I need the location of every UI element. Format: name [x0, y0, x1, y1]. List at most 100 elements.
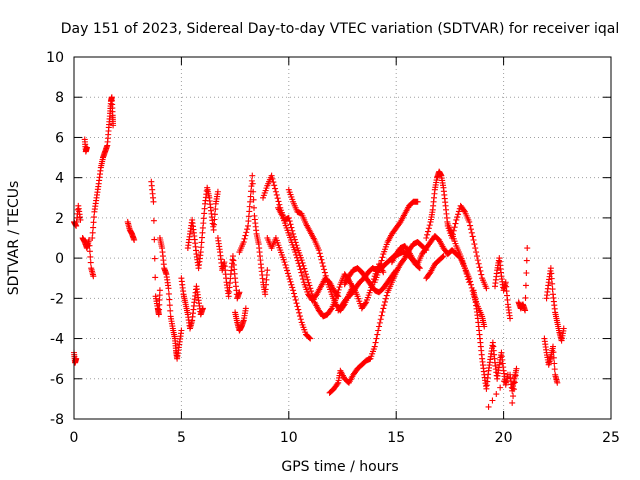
- data-point: [481, 323, 488, 330]
- data-point: [470, 237, 477, 244]
- data-point: [477, 267, 484, 274]
- data-point: [167, 307, 174, 314]
- data-point: [461, 207, 468, 214]
- y-tick-label: 2: [55, 211, 64, 227]
- data-point: [455, 208, 462, 215]
- data-point: [304, 276, 311, 283]
- data-point: [244, 226, 251, 233]
- data-point: [242, 305, 249, 312]
- data-point: [416, 265, 423, 272]
- data-point: [483, 285, 490, 292]
- data-point: [376, 263, 383, 270]
- data-point: [424, 231, 431, 238]
- data-point: [550, 343, 557, 350]
- data-point: [392, 268, 399, 275]
- data-point: [307, 285, 314, 292]
- data-point: [362, 300, 369, 307]
- data-point: [379, 309, 386, 316]
- data-point: [90, 214, 97, 221]
- data-point: [152, 274, 159, 281]
- data-point: [377, 316, 384, 323]
- x-axis-label: GPS time / hours: [281, 459, 398, 475]
- data-point: [475, 260, 482, 267]
- data-point: [166, 302, 173, 309]
- data-point: [308, 288, 315, 295]
- data-point: [327, 306, 334, 313]
- data-point: [549, 280, 556, 287]
- data-point: [302, 271, 309, 278]
- data-point: [307, 335, 314, 342]
- data-point: [548, 275, 555, 282]
- data-point: [299, 276, 306, 283]
- data-point: [510, 393, 517, 400]
- data-point: [376, 323, 383, 330]
- data-point: [240, 239, 247, 246]
- data-point: [378, 312, 385, 319]
- data-point: [268, 172, 275, 179]
- data-point: [292, 249, 299, 256]
- data-point: [281, 259, 288, 266]
- data-point: [426, 222, 433, 229]
- data-point: [489, 397, 496, 404]
- data-point: [296, 263, 303, 270]
- y-tick-label: -4: [50, 332, 64, 348]
- data-point: [415, 264, 422, 271]
- data-point: [241, 235, 248, 242]
- data-point: [211, 216, 218, 223]
- data-point: [90, 219, 97, 226]
- data-point: [273, 191, 280, 198]
- data-point: [275, 198, 282, 205]
- data-point: [284, 270, 291, 277]
- data-point: [439, 253, 446, 260]
- data-point: [298, 269, 305, 276]
- data-point: [374, 331, 381, 338]
- data-point: [270, 179, 277, 186]
- data-point: [90, 273, 97, 280]
- data-point: [290, 233, 297, 240]
- data-point: [335, 293, 342, 300]
- data-point: [551, 366, 558, 373]
- data-point: [554, 379, 561, 386]
- data-point: [375, 327, 382, 334]
- data-point: [283, 264, 290, 271]
- data-point: [290, 290, 297, 297]
- data-point: [378, 257, 385, 264]
- data-point: [513, 365, 520, 372]
- data-point: [272, 185, 279, 192]
- data-point: [383, 292, 390, 299]
- data-point: [287, 278, 294, 285]
- y-tick-label: 0: [55, 251, 64, 267]
- data-point: [393, 267, 400, 274]
- x-tick-label: 10: [280, 430, 298, 446]
- data-point: [156, 287, 163, 294]
- data-point: [87, 253, 94, 260]
- data-point: [290, 287, 297, 294]
- data-point: [510, 386, 517, 393]
- data-point: [466, 218, 473, 225]
- data-point: [467, 281, 474, 288]
- data-point: [522, 307, 529, 314]
- data-point: [372, 339, 379, 346]
- data-point: [549, 286, 556, 293]
- data-point: [269, 175, 276, 182]
- data-point: [150, 217, 157, 224]
- y-tick-label: -2: [50, 291, 64, 307]
- y-tick-label: 10: [46, 50, 64, 66]
- data-point: [110, 122, 117, 129]
- data-point: [379, 254, 386, 261]
- data-point: [165, 290, 172, 297]
- data-point: [249, 180, 256, 187]
- data-point: [380, 269, 387, 276]
- data-point: [450, 227, 457, 234]
- data-point: [291, 293, 298, 300]
- x-tick-label: 20: [495, 430, 513, 446]
- data-point: [286, 276, 293, 283]
- data-point: [547, 265, 554, 272]
- data-point: [212, 206, 219, 213]
- data-point: [425, 225, 432, 232]
- data-point: [522, 282, 529, 289]
- data-point: [511, 379, 518, 386]
- data-point: [414, 198, 421, 205]
- data-point: [478, 271, 485, 278]
- y-tick-label: -8: [50, 412, 64, 428]
